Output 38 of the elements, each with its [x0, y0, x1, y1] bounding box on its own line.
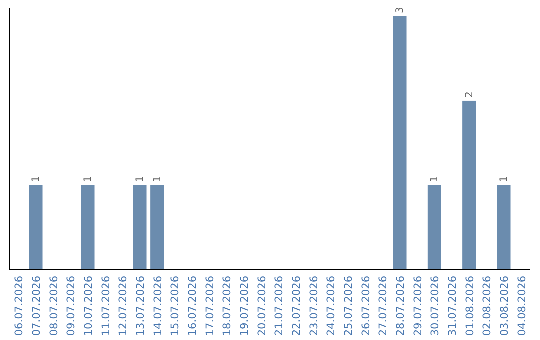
x-tick-label: 13.07.2026	[135, 276, 147, 336]
data-label: 1	[83, 176, 94, 182]
x-tick-label: 06.07.2026	[14, 276, 26, 336]
x-tick-label: 03.08.2026	[499, 276, 511, 336]
x-tick-label: 24.07.2026	[326, 276, 338, 336]
x-tick-label: 19.07.2026	[239, 276, 251, 336]
x-tick-label: 14.07.2026	[152, 276, 164, 336]
x-tick-label: 26.07.2026	[360, 276, 372, 336]
data-label: 1	[430, 176, 441, 182]
x-tick-label: 23.07.2026	[308, 276, 320, 336]
x-tick-label: 02.08.2026	[482, 276, 494, 336]
x-tick-label: 08.07.2026	[48, 276, 60, 336]
data-label: 1	[152, 176, 164, 182]
x-tick-label: 30.07.2026	[430, 276, 442, 336]
x-tick-label: 25.07.2026	[343, 276, 355, 336]
x-tick-label: 29.07.2026	[412, 276, 424, 336]
data-label: 1	[31, 176, 42, 182]
x-tick-label: 17.07.2026	[204, 276, 216, 336]
x-tick-label: 31.07.2026	[447, 276, 459, 336]
x-tick-label: 11.07.2026	[100, 276, 112, 336]
x-tick-label: 28.07.2026	[395, 276, 407, 336]
x-tick-label: 21.07.2026	[274, 276, 286, 336]
x-tick-label: 18.07.2026	[222, 276, 234, 336]
x-tick-label: 04.08.2026	[516, 276, 528, 336]
x-tick-label: 15.07.2026	[170, 276, 182, 336]
data-label: 1	[135, 176, 146, 182]
data-label: 2	[464, 92, 476, 98]
x-tick-label: 12.07.2026	[118, 276, 130, 336]
x-tick-label: 07.07.2026	[31, 276, 43, 336]
x-tick-label: 20.07.2026	[256, 276, 268, 336]
x-tick-label: 16.07.2026	[187, 276, 199, 336]
x-tick-label: 01.08.2026	[464, 276, 476, 336]
data-label: 3	[395, 7, 406, 14]
x-tick-label: 09.07.2026	[66, 276, 78, 336]
x-tick-label: 22.07.2026	[291, 276, 303, 336]
x-tick-label: 10.07.2026	[83, 276, 95, 336]
x-tick-label: 27.07.2026	[378, 276, 390, 336]
data-label: 1	[499, 176, 510, 182]
